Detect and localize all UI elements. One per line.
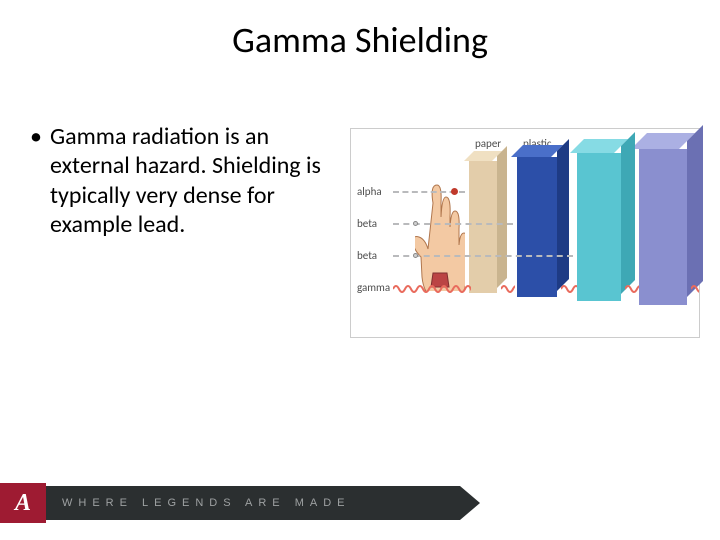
ray-gamma-seg-2 — [561, 281, 577, 293]
row-label-gamma: gamma — [357, 281, 390, 294]
bullet-1: Gamma radiation is an external hazard. S… — [50, 122, 340, 239]
footer-banner: A WHERE LEGENDS ARE MADE — [0, 486, 720, 520]
panel-paper — [469, 161, 497, 293]
footer-tagline: WHERE LEGENDS ARE MADE — [62, 486, 350, 520]
ray-gamma-seg-1 — [501, 281, 515, 293]
body-text: Gamma radiation is an external hazard. S… — [30, 122, 340, 239]
panel-steel — [577, 153, 621, 301]
particle-alpha — [451, 188, 458, 195]
material-label-paper: paper — [475, 137, 501, 150]
ray-beta-1 — [393, 223, 513, 225]
slide-title: Gamma Shielding — [0, 18, 720, 62]
panel-plastic — [517, 157, 557, 297]
row-label-alpha: alpha — [357, 185, 382, 198]
logo-letter: A — [15, 490, 31, 517]
ray-gamma-seg-4 — [691, 281, 699, 293]
row-label-beta2: beta — [357, 249, 377, 262]
particle-beta-1 — [413, 221, 418, 226]
slide: Gamma Shielding Gamma radiation is an ex… — [0, 0, 720, 540]
particle-beta-2 — [413, 253, 418, 258]
ua-logo: A — [0, 483, 46, 523]
ray-beta-2 — [393, 255, 573, 257]
row-label-beta1: beta — [357, 217, 377, 230]
shielding-diagram: paper plastic steel lead alpha beta beta… — [350, 128, 700, 338]
ray-gamma-seg-0 — [393, 281, 471, 293]
ray-gamma-seg-3 — [625, 281, 639, 293]
panel-lead — [639, 149, 687, 305]
